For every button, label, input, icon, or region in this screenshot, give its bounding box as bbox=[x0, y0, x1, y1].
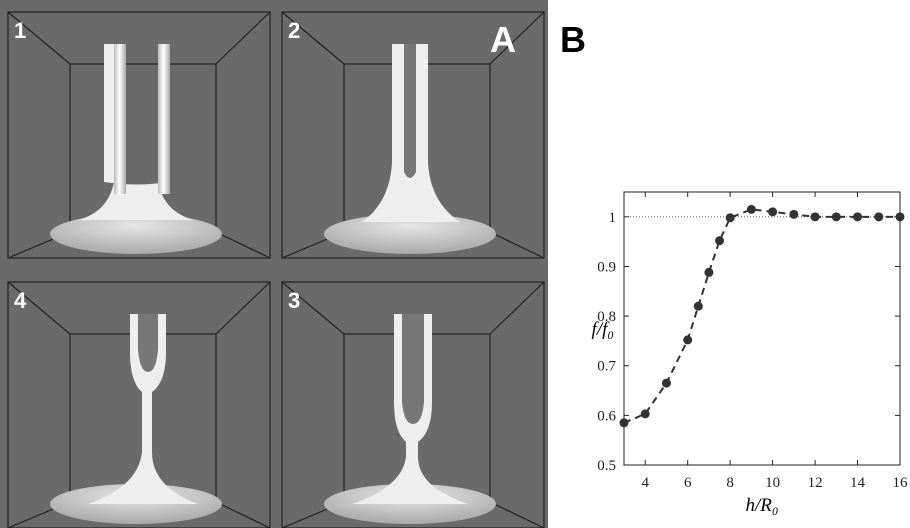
data-point bbox=[715, 236, 725, 246]
plot-frame bbox=[623, 191, 901, 466]
subpanel-label: 4 bbox=[14, 288, 27, 313]
data-point bbox=[874, 212, 884, 222]
data-point bbox=[725, 213, 735, 223]
y-tick-label: 0.6 bbox=[597, 408, 616, 424]
data-point bbox=[831, 212, 841, 222]
data-point bbox=[683, 335, 693, 345]
y-tick-label: 0.9 bbox=[597, 259, 616, 275]
subpanel: 2 bbox=[281, 11, 545, 259]
y-tick-label: 0.8 bbox=[597, 309, 616, 325]
data-point bbox=[704, 267, 714, 277]
subpanel-label: 1 bbox=[14, 18, 26, 43]
x-axis-label: h/R₀ bbox=[746, 495, 779, 516]
plot: 4 6 8 10 12 14 16 0.5 0.6 0.7 0.8 0.9 1 h/R₀ f/f₀ bbox=[592, 191, 909, 516]
x-tick-label: 16 bbox=[893, 475, 909, 491]
subpanel: 4 bbox=[7, 281, 271, 528]
panel-label: A bbox=[490, 19, 516, 60]
subpanel: 1 bbox=[7, 11, 271, 259]
x-tick-label: 14 bbox=[850, 475, 866, 491]
y-tick-label: 1 bbox=[609, 210, 617, 226]
panel-a-bg bbox=[0, 0, 548, 528]
y-axis-label: f/f₀ bbox=[592, 319, 614, 340]
y-tick-label: 0.5 bbox=[597, 458, 616, 474]
data-point bbox=[693, 301, 703, 311]
subpanel-label: 3 bbox=[288, 288, 300, 313]
data-point bbox=[789, 209, 799, 219]
x-tick-label: 12 bbox=[808, 475, 823, 491]
data-point bbox=[661, 378, 671, 388]
data-point bbox=[746, 204, 756, 214]
y-tick-label: 0.7 bbox=[597, 359, 616, 375]
data-point bbox=[895, 212, 905, 222]
data-point bbox=[619, 418, 629, 428]
data-point bbox=[640, 409, 650, 419]
panel-label: B bbox=[560, 19, 586, 60]
data-line bbox=[623, 208, 900, 424]
x-tick-label: 10 bbox=[765, 475, 780, 491]
data-point bbox=[810, 212, 820, 222]
x-tick-label: 6 bbox=[684, 475, 692, 491]
data-point bbox=[768, 207, 778, 217]
x-tick-label: 4 bbox=[641, 475, 649, 491]
x-tick-label: 8 bbox=[726, 475, 734, 491]
subpanel: 3 bbox=[281, 281, 545, 528]
subpanel-label: 2 bbox=[288, 18, 300, 43]
data-point bbox=[853, 212, 863, 222]
